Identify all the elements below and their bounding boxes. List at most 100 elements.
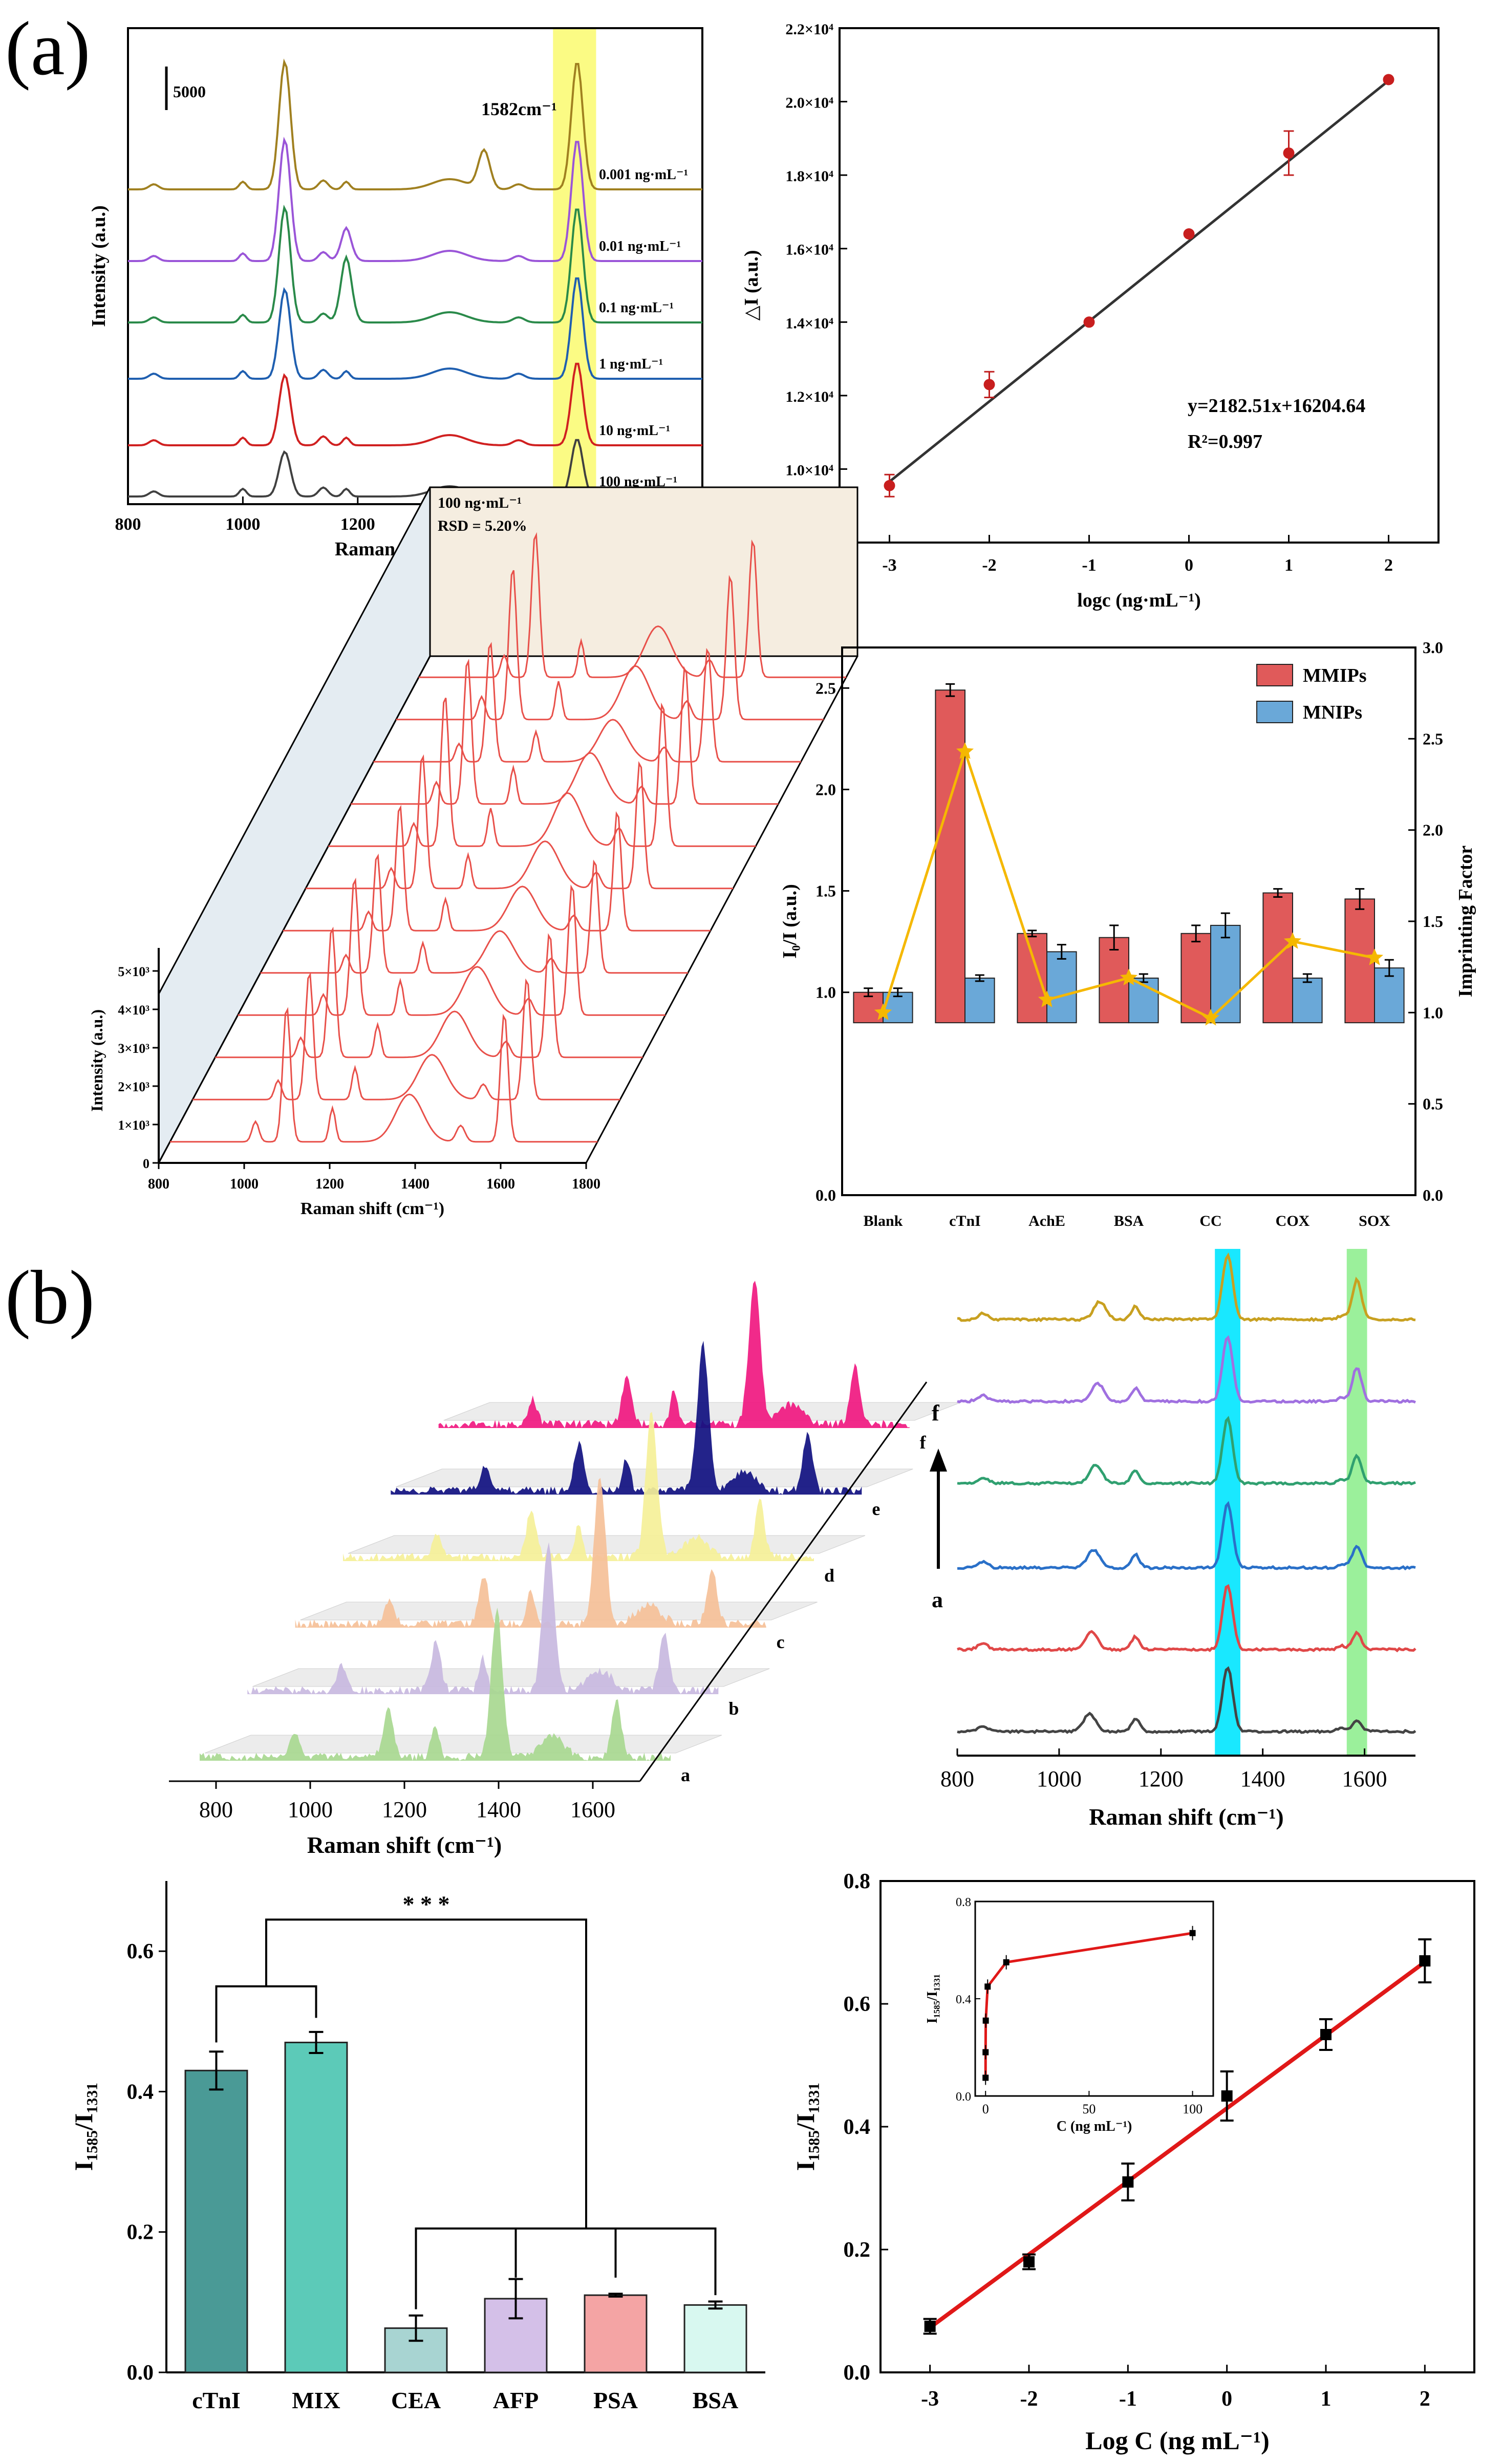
x-axis-title: logc (ng·mL⁻¹) xyxy=(1077,590,1201,611)
y-tick-label: 1.4×10⁴ xyxy=(785,315,833,332)
y-axis-title: Intensity (a.u.) xyxy=(88,205,110,327)
peak-label: 1582cm⁻¹ xyxy=(481,99,557,119)
y-axis-title: Intensity (a.u.) xyxy=(88,1009,106,1112)
bar-mmips xyxy=(1344,898,1375,1024)
bar-mmips xyxy=(1017,933,1048,1024)
category-label: COX xyxy=(1276,1213,1310,1229)
waterfall-spectrum xyxy=(260,853,688,974)
bar xyxy=(184,2069,248,2373)
data-point xyxy=(1419,1955,1431,1966)
x-tick-label: -3 xyxy=(921,2387,939,2411)
panel-label-a: (a) xyxy=(5,6,91,91)
fit-line xyxy=(929,1960,1426,2329)
imprinting-factor-star xyxy=(1038,990,1056,1007)
waterfall-spectrum xyxy=(215,926,643,1058)
bar xyxy=(384,2327,448,2373)
spectrum-line xyxy=(957,1666,1416,1735)
spectrum-line xyxy=(957,1584,1416,1653)
chart-b4-calibration: -3 -2 -1 0 1 2 0.0 0.2 0.4 0.6 0.8 Log C (ng mL⁻¹) I… xyxy=(791,1870,1475,2455)
x-tick-label: 1000 xyxy=(288,1797,333,1822)
scale-bar-label: 5000 xyxy=(173,82,206,101)
imprinting-factor-star xyxy=(1365,948,1384,965)
y-tick-label: 0.4 xyxy=(844,2115,871,2139)
data-point xyxy=(983,379,995,391)
r2-text: R²=0.997 xyxy=(1188,431,1262,452)
y-tick-label: 5×10³ xyxy=(118,964,149,979)
y2-tick-label: 1.0 xyxy=(1423,1003,1443,1022)
legend-swatch xyxy=(1256,701,1293,723)
chart-b3-bars: 0.0 0.2 0.4 0.6 I₁₅₈₅/I₁₃₃₁ cTnI MIX CEA AFP PSA B… xyxy=(69,1881,765,2413)
inset-data-point xyxy=(982,2074,989,2081)
spectrum-line xyxy=(128,58,702,190)
imprinting-factor-star xyxy=(874,1003,892,1020)
x-tick-label: 1200 xyxy=(315,1176,344,1192)
highlight-1582 xyxy=(553,28,596,504)
x-tick-label: 800 xyxy=(115,515,141,534)
plot-frame xyxy=(127,27,703,505)
x-tick-label: 1600 xyxy=(486,1176,515,1192)
panel-label-b: (b) xyxy=(5,1255,95,1340)
series-letter: b xyxy=(728,1698,739,1719)
y-tick-label: 0 xyxy=(143,1156,149,1171)
waterfall-spectrum xyxy=(396,570,824,721)
bracket-group-1 xyxy=(215,1985,317,2043)
y2-tick-label: 2.0 xyxy=(1423,821,1443,839)
y-axis-title: △I (a.u.) xyxy=(741,250,762,321)
x-tick-label: 1400 xyxy=(401,1176,430,1192)
bar-mnips xyxy=(1374,967,1405,1024)
filled-spectrum xyxy=(343,1412,814,1561)
inset-y-tick-label: 0.0 xyxy=(956,2090,971,2104)
category-label: MIX xyxy=(292,2387,340,2413)
y2-tick-label: 0.0 xyxy=(1423,1186,1443,1204)
x-tick-label: 1600 xyxy=(1342,1766,1387,1791)
y2-tick-label: 2.5 xyxy=(1423,729,1443,748)
imprinting-factor-star xyxy=(1201,1009,1220,1026)
depth-axis-line xyxy=(639,1381,928,1782)
ribbon-floor xyxy=(300,1602,818,1620)
x-tick-label: 1200 xyxy=(382,1797,427,1822)
chart-a1-spectra: 80010001200140016001800Raman shift (cm⁻¹… xyxy=(88,27,720,560)
inset-y-tick-label: 0.4 xyxy=(956,1993,971,2006)
category-label: AFP xyxy=(493,2387,539,2413)
inset-frame xyxy=(974,1900,1214,2097)
x-tick-label: 1000 xyxy=(230,1176,259,1192)
series-letter: d xyxy=(824,1565,834,1586)
data-point xyxy=(1383,74,1394,85)
filled-spectrum xyxy=(200,1607,671,1761)
x-tick-label: 800 xyxy=(148,1176,169,1192)
inset-data-point xyxy=(1189,1930,1196,1936)
spectrum-line xyxy=(128,362,702,446)
chart-b2-spectra: 800 1000 1200 1400 1600 Raman shift (cm⁻¹) a f xyxy=(930,1249,1416,1830)
spectrum-line xyxy=(128,137,702,262)
data-point xyxy=(924,2321,936,2332)
y-tick-label: 1.6×10⁴ xyxy=(785,242,833,258)
category-label: BSA xyxy=(693,2387,738,2413)
x-tick-label: 800 xyxy=(940,1766,974,1791)
x-tick-label: 1400 xyxy=(476,1797,521,1822)
y-tick-label: 2.0×10⁴ xyxy=(785,95,833,112)
x-tick-label: 1000 xyxy=(1037,1766,1082,1791)
y-tick-label: 0.2 xyxy=(127,2221,154,2244)
category-label: cTnI xyxy=(192,2387,241,2413)
waterfall-spectrum xyxy=(238,877,665,1016)
inset-data-point xyxy=(984,1983,991,1990)
bracket-group-2 xyxy=(415,2227,717,2309)
back-wall xyxy=(158,487,431,1163)
bar-mnips xyxy=(1292,977,1323,1024)
x-tick-label: 0 xyxy=(1221,2387,1232,2411)
bracket-significance xyxy=(265,1918,587,2229)
chart-b1-3d-spectra: f e d c b a 800 1000 1200 1400 1600 Raman shift (cm… xyxy=(169,1281,961,1858)
x-tick-label: 1600 xyxy=(570,1797,615,1822)
x-tick-label: 800 xyxy=(199,1797,233,1822)
data-point xyxy=(1023,2256,1035,2267)
x-tick-label: 1 xyxy=(1321,2387,1332,2411)
y-tick-label: 0.4 xyxy=(127,2080,154,2104)
depth-axis-line xyxy=(158,656,431,1163)
filled-spectrum xyxy=(247,1542,719,1694)
series-letter: c xyxy=(777,1632,785,1652)
chart-a4-selectivity: Blank cTnI AchE BSA CC COX SOX 0.0 1.0 1.5 2.0 2.5 0… xyxy=(779,638,1476,1229)
equation-text: y=2182.51x+16204.64 xyxy=(1188,395,1365,417)
legend-label: MNIPs xyxy=(1303,702,1362,723)
series-letter: f xyxy=(920,1432,927,1453)
